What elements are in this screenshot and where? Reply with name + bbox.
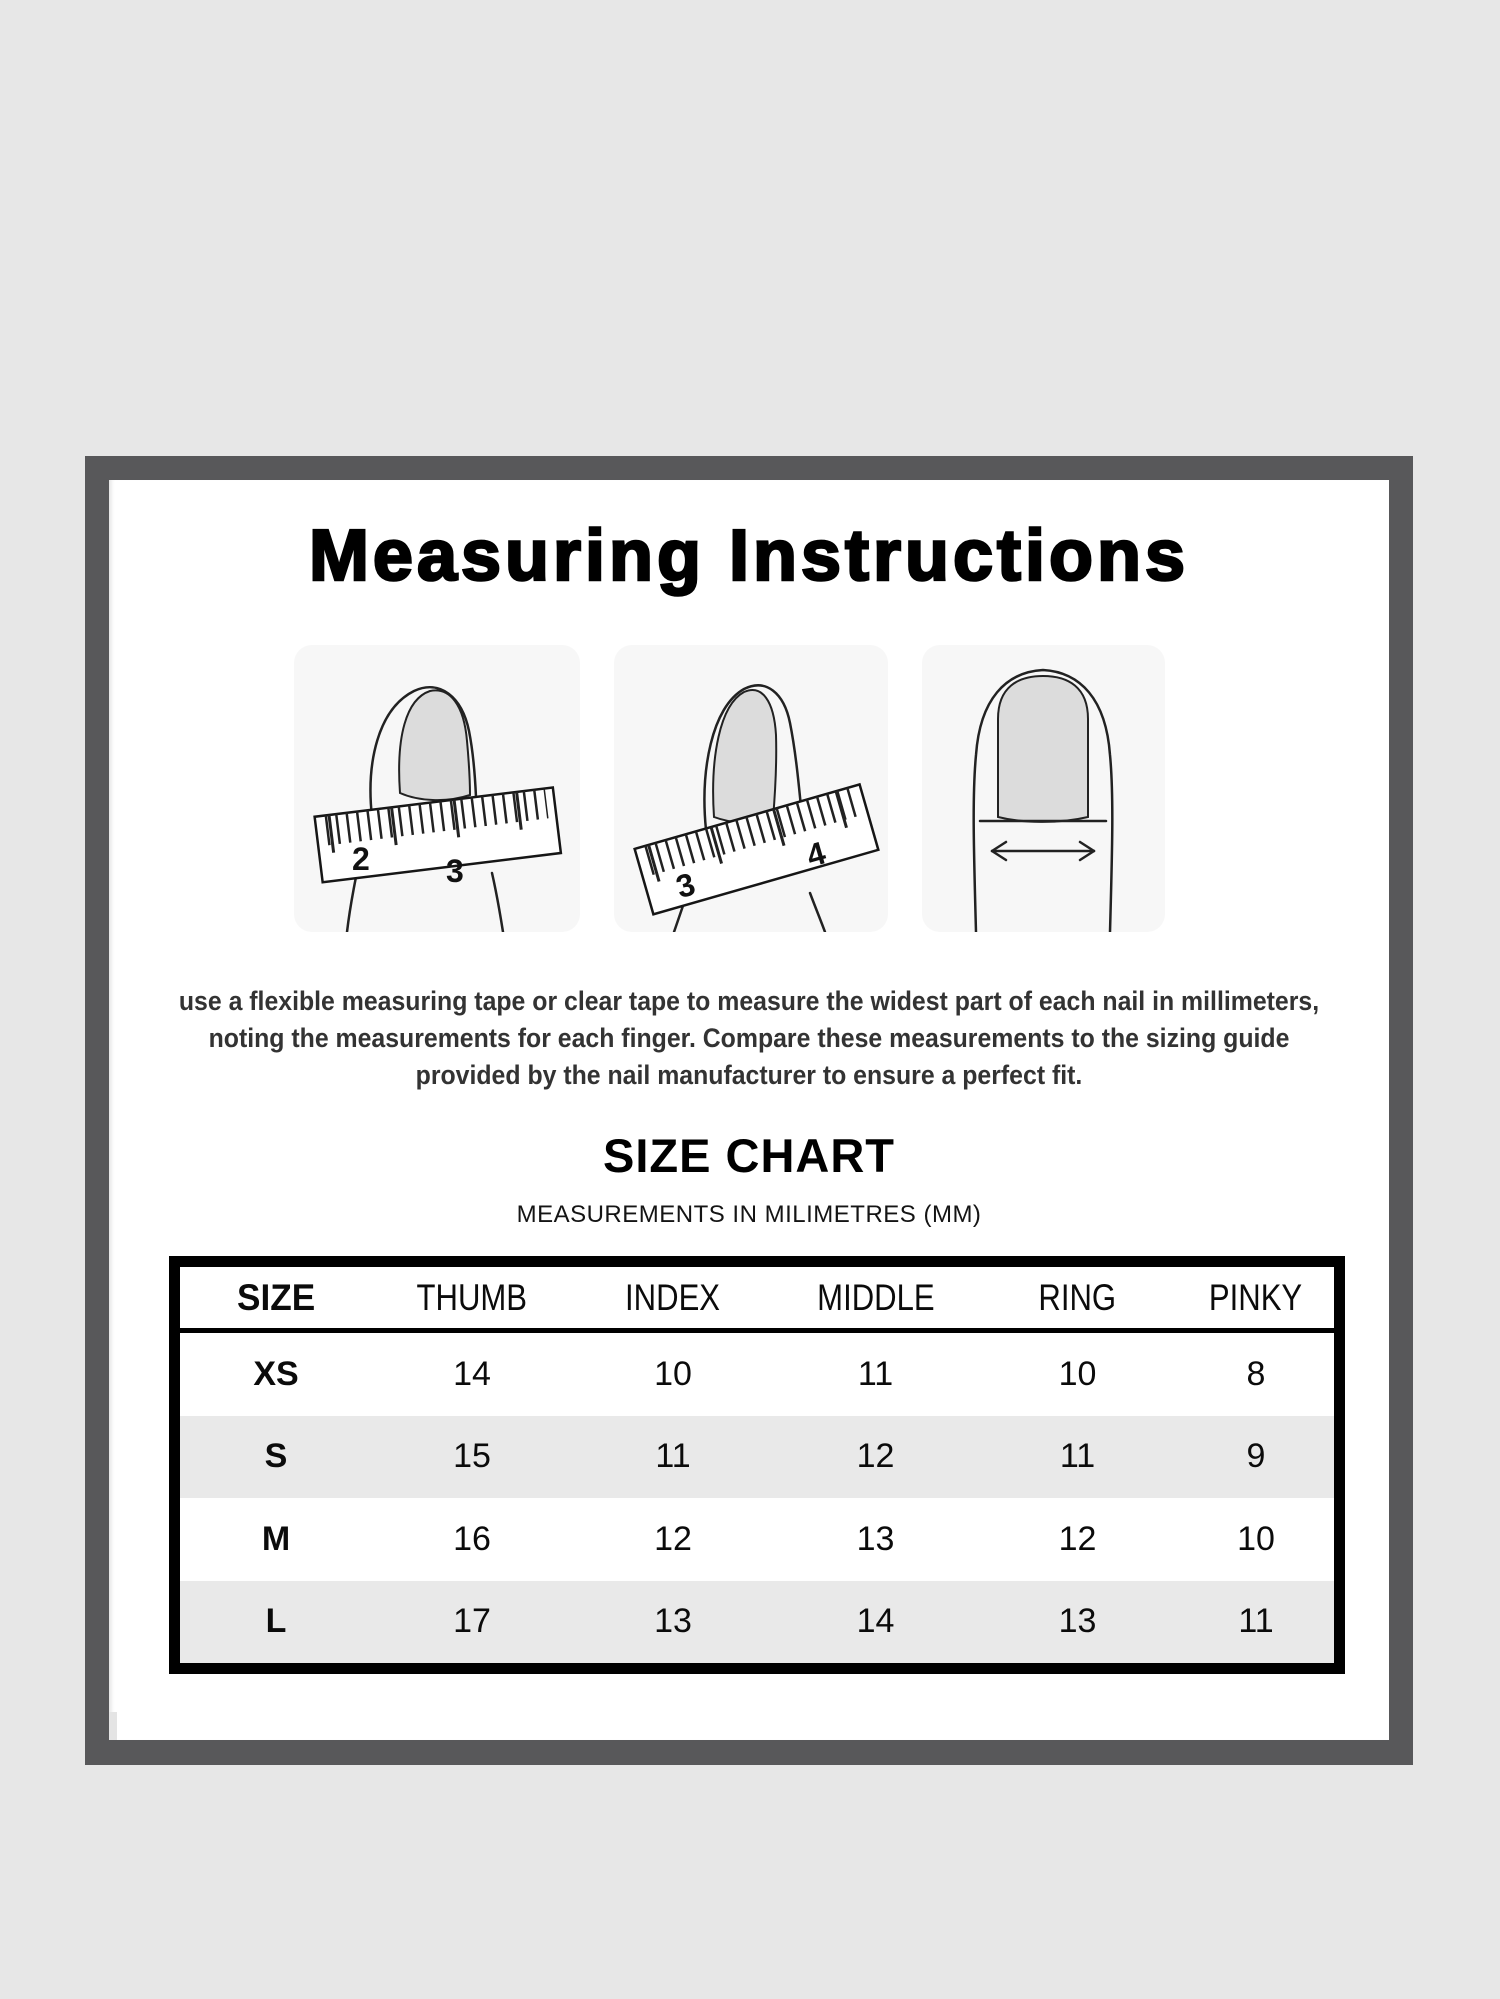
- measurement-value: 13: [654, 1602, 692, 1641]
- measurement-value: 9: [1246, 1437, 1266, 1476]
- table-row-xs: XS 14 10 11 10 8: [180, 1333, 1334, 1416]
- size-chart-subtitle: MEASUREMENTS IN MILIMETRES (MM): [516, 1201, 982, 1228]
- table-row-s: S 15 11 12 11 9: [180, 1415, 1334, 1498]
- measurement-value: 8: [1246, 1354, 1266, 1393]
- measurement-value: 16: [453, 1519, 491, 1558]
- paper-edge-notch: [109, 1712, 117, 1740]
- measurement-value: 11: [857, 1354, 894, 1393]
- size-chart-table: SIZE THUMB INDEX MIDDLE RING PINKY XS 14…: [169, 1256, 1345, 1674]
- measurement-value: 15: [453, 1437, 491, 1476]
- finger-tape-icon-2: 3 4: [632, 684, 880, 932]
- finger-illustration-3: [921, 645, 1165, 932]
- measurement-value: 10: [1058, 1354, 1097, 1393]
- size-label: S: [264, 1437, 288, 1476]
- measurement-value: 10: [1237, 1519, 1275, 1558]
- measurement-value: 17: [453, 1602, 491, 1641]
- finger-width-arrow-icon: [971, 668, 1114, 932]
- column-header-ring: RING: [1038, 1276, 1117, 1318]
- finger-illustration-1: 2 3: [293, 645, 580, 932]
- measurement-value: 11: [655, 1437, 691, 1476]
- table-header-row: SIZE THUMB INDEX MIDDLE RING PINKY: [180, 1267, 1334, 1333]
- table-row-l: L 17 13 14 13 11: [180, 1580, 1334, 1663]
- measurement-value: 14: [453, 1354, 491, 1393]
- instructions-line-1: use a flexible measuring tape or clear t…: [178, 986, 1320, 1016]
- column-header-thumb: THUMB: [416, 1276, 528, 1318]
- instructions-line-2: noting the measurements for each finger.…: [208, 1023, 1290, 1053]
- size-label: XS: [253, 1354, 299, 1393]
- column-header-middle: MIDDLE: [816, 1276, 935, 1318]
- instruction-sheet: Measuring Instructions: [109, 480, 1389, 1740]
- size-chart-heading: SIZE CHART: [603, 1129, 895, 1182]
- size-label: L: [265, 1602, 287, 1641]
- measurement-value: 11: [1238, 1602, 1274, 1641]
- column-header-index: INDEX: [625, 1276, 721, 1318]
- page-title: Measuring Instructions: [308, 515, 1190, 598]
- table-row-m: M 16 12 13 12 10: [180, 1498, 1334, 1581]
- instructions-line-3: provided by the nail manufacturer to ens…: [415, 1060, 1083, 1090]
- measuring-instructions-text: use a flexible measuring tape or clear t…: [109, 983, 1389, 1094]
- tape-number: 3: [446, 853, 464, 889]
- finger-tape-icon-1: 2 3: [312, 686, 562, 932]
- column-header-size: SIZE: [236, 1276, 316, 1318]
- measurement-value: 10: [654, 1354, 692, 1393]
- column-header-pinky: PINKY: [1209, 1276, 1303, 1318]
- measurement-value: 13: [1058, 1602, 1097, 1641]
- measurement-value: 11: [1059, 1437, 1096, 1476]
- measurement-value: 12: [654, 1519, 692, 1558]
- size-label: M: [261, 1519, 291, 1558]
- finger-illustrations-row: 2 3 3 4: [109, 645, 1389, 932]
- tape-number: 2: [352, 841, 370, 877]
- measurement-value: 12: [856, 1437, 895, 1476]
- finger-illustration-2: 3 4: [613, 645, 888, 932]
- photo-frame: Measuring Instructions: [85, 456, 1413, 1765]
- measurement-value: 14: [856, 1602, 895, 1641]
- measurement-value: 12: [1058, 1519, 1097, 1558]
- measurement-value: 13: [856, 1519, 895, 1558]
